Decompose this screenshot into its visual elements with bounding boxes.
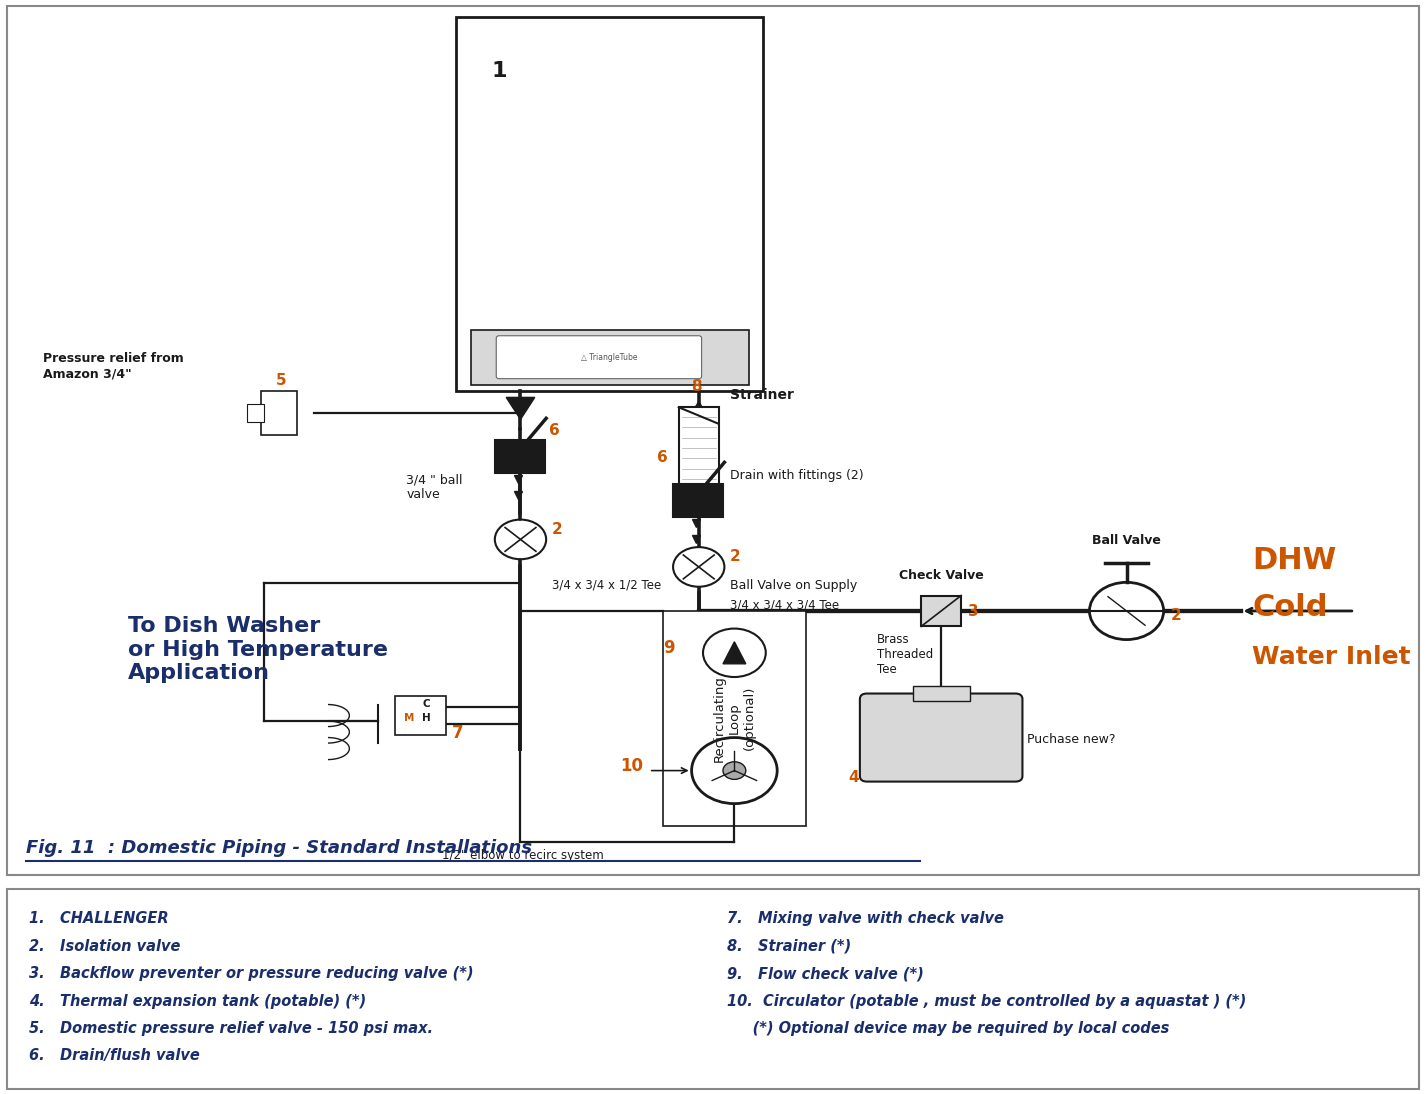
FancyBboxPatch shape (496, 336, 702, 379)
Text: 8: 8 (692, 379, 702, 394)
Bar (395, 696, 446, 735)
Text: Strainer: Strainer (730, 387, 794, 401)
Text: Recirculating
Loop
(optional): Recirculating Loop (optional) (713, 675, 756, 761)
Bar (456, 16, 763, 391)
Text: 2: 2 (730, 549, 742, 565)
Text: To Dish Washer
or High Temperature
Application: To Dish Washer or High Temperature Appli… (128, 616, 388, 683)
Circle shape (673, 547, 724, 586)
Text: 5.   Domestic pressure relief valve - 150 psi max.: 5. Domestic pressure relief valve - 150 … (29, 1021, 432, 1036)
Text: 6: 6 (549, 422, 560, 438)
Text: 3/4 x 3/4 x 1/2 Tee: 3/4 x 3/4 x 1/2 Tee (552, 579, 662, 592)
Text: C: C (422, 699, 431, 709)
Polygon shape (506, 397, 535, 419)
Bar (663, 610, 806, 826)
Text: 3/4 " ball
valve: 3/4 " ball valve (406, 474, 463, 501)
Text: Ball Valve: Ball Valve (1092, 534, 1161, 547)
Text: 9.   Flow check valve (*): 9. Flow check valve (*) (727, 966, 924, 981)
Circle shape (723, 761, 746, 779)
Text: 5: 5 (275, 373, 287, 388)
Text: △ TriangleTube: △ TriangleTube (582, 353, 637, 362)
Bar (913, 686, 970, 701)
Text: (*) Optional device may be required by local codes: (*) Optional device may be required by l… (727, 1021, 1169, 1036)
Text: 4.   Thermal expansion tank (potable) (*): 4. Thermal expansion tank (potable) (*) (29, 993, 365, 1009)
Text: H: H (422, 713, 431, 723)
Circle shape (703, 629, 766, 677)
Text: 2.   Isolation valve: 2. Isolation valve (29, 939, 180, 954)
Text: M: M (404, 713, 415, 723)
Text: 2: 2 (1171, 608, 1182, 622)
Text: 9: 9 (663, 639, 674, 656)
Bar (247, 404, 264, 421)
Text: 1.   CHALLENGER: 1. CHALLENGER (29, 911, 168, 927)
Text: 8.   Strainer (*): 8. Strainer (*) (727, 939, 851, 954)
Text: Pressure relief from
Amazon 3/4": Pressure relief from Amazon 3/4" (43, 352, 184, 381)
Text: 3.   Backflow preventer or pressure reducing valve (*): 3. Backflow preventer or pressure reduci… (29, 966, 473, 981)
FancyBboxPatch shape (860, 694, 1022, 781)
Text: 3: 3 (968, 605, 978, 619)
Text: Fig. 11  : Domestic Piping - Standard Installations: Fig. 11 : Domestic Piping - Standard Ins… (26, 839, 532, 857)
Text: 7.   Mixing valve with check valve: 7. Mixing valve with check valve (727, 911, 1004, 927)
Bar (673, 485, 723, 517)
Text: 10: 10 (620, 757, 643, 775)
Text: 1/2" elbow to recirc system: 1/2" elbow to recirc system (442, 849, 603, 862)
Text: DHW: DHW (1252, 546, 1336, 575)
Bar (471, 330, 749, 385)
Polygon shape (684, 401, 713, 423)
Bar (679, 407, 719, 490)
Text: Puchase new?: Puchase new? (1027, 733, 1115, 746)
Text: Ball Valve on Supply: Ball Valve on Supply (730, 579, 857, 592)
Text: Water Inlet: Water Inlet (1252, 644, 1410, 668)
Text: 10.  Circulator (potable , must be controlled by a aquastat ) (*): 10. Circulator (potable , must be contro… (727, 993, 1246, 1009)
Circle shape (692, 737, 777, 804)
Text: 6: 6 (656, 451, 667, 465)
Text: 2: 2 (552, 522, 563, 537)
Text: 3/4 x 3/4 x 3/4 Tee: 3/4 x 3/4 x 3/4 Tee (730, 598, 840, 612)
Circle shape (1089, 582, 1164, 640)
Text: 7: 7 (452, 723, 463, 742)
Polygon shape (723, 642, 746, 664)
Text: Brass
Threaded
Tee: Brass Threaded Tee (877, 633, 933, 676)
Circle shape (495, 520, 546, 559)
Bar (921, 595, 961, 627)
Text: Check Valve: Check Valve (898, 569, 984, 582)
Text: 1: 1 (492, 61, 508, 81)
Text: 4: 4 (848, 769, 858, 784)
Text: 6.   Drain/flush valve: 6. Drain/flush valve (29, 1048, 200, 1063)
Bar (495, 441, 545, 474)
Text: Cold: Cold (1252, 593, 1328, 622)
Text: Drain with fittings (2): Drain with fittings (2) (730, 469, 864, 481)
Bar (261, 391, 297, 434)
